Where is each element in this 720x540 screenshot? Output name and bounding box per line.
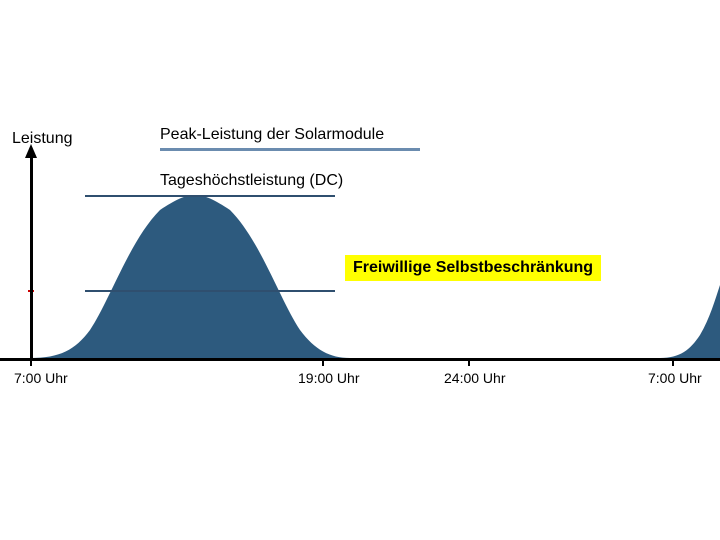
- dc-line: [85, 195, 335, 197]
- x-tick-label-3: 7:00 Uhr: [648, 370, 702, 386]
- chart-canvas: Leistung Peak-Leistung der Solarmodule T…: [0, 0, 720, 540]
- y-axis-line: [30, 156, 33, 358]
- y-axis-arrow: [25, 144, 37, 158]
- limit-label: Freiwillige Selbstbeschränkung: [345, 255, 601, 281]
- x-tick-1: [322, 358, 324, 366]
- x-tick-3: [672, 358, 674, 366]
- x-tick-label-1: 19:00 Uhr: [298, 370, 359, 386]
- x-axis-line: [0, 358, 720, 361]
- limit-line: [85, 290, 335, 292]
- x-tick-label-0: 7:00 Uhr: [14, 370, 68, 386]
- x-tick-0: [30, 358, 32, 366]
- x-tick-label-2: 24:00 Uhr: [444, 370, 505, 386]
- x-tick-2: [468, 358, 470, 366]
